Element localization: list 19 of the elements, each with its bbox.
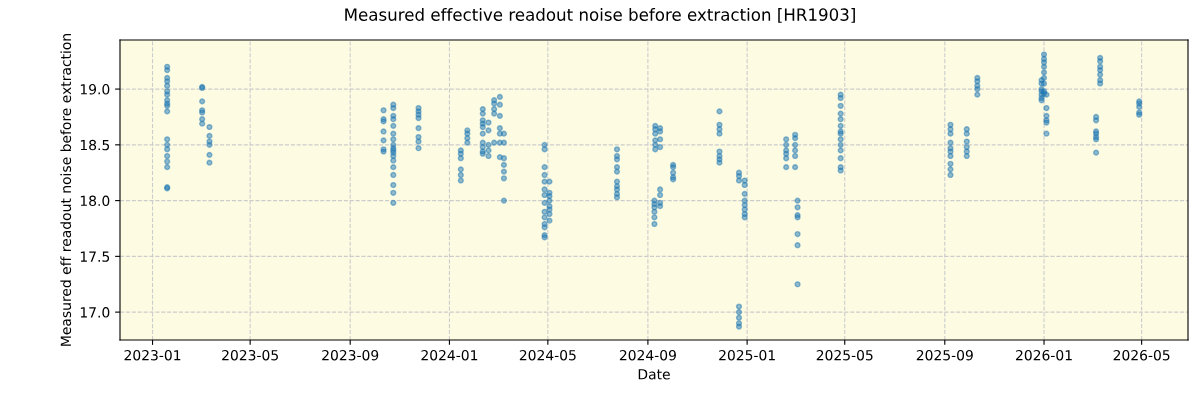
- x-tick-label: 2025-01: [719, 349, 775, 361]
- x-tick-label: 2024-09: [619, 349, 676, 361]
- y-tick-label: 18.0: [80, 195, 110, 207]
- x-tick-label: 2024-05: [519, 349, 576, 361]
- x-tick-label: 2023-01: [124, 349, 181, 361]
- x-tick-label: 2023-09: [322, 349, 379, 361]
- y-tick-label: 17.5: [80, 251, 110, 262]
- x-axis-title: Date: [638, 369, 670, 380]
- x-tick-label: 2025-09: [916, 349, 973, 361]
- x-tick-label: 2024-01: [421, 349, 478, 361]
- y-tick-label: 19.0: [80, 84, 110, 95]
- y-axis-title: Measured eff readout noise before extraction: [60, 34, 72, 346]
- x-tick-label: 2026-05: [1113, 349, 1170, 361]
- chart-title: Measured effective readout noise before extraction [HR1903]: [345, 8, 855, 23]
- y-tick-label: 17.0: [80, 307, 110, 318]
- x-tick-label: 2025-05: [816, 349, 873, 361]
- x-tick-label: 2026-01: [1016, 349, 1072, 361]
- y-tick-label: 18.5: [80, 139, 110, 151]
- x-tick-label: 2023-05: [222, 349, 278, 361]
